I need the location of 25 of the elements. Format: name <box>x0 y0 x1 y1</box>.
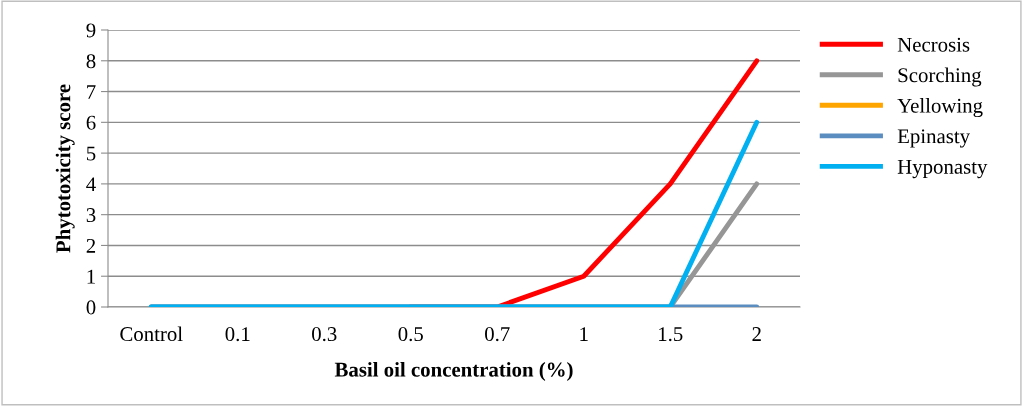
x-tick-label: 1 <box>580 327 588 341</box>
y-axis-title: Phytotoxicity score <box>55 84 75 253</box>
x-axis-title: Basil oil concentration (%) <box>334 362 573 381</box>
x-tick-label: 0.1 <box>225 327 250 342</box>
y-tick-label: 1 <box>87 269 95 284</box>
y-tick-label: 0 <box>86 300 96 315</box>
y-tick-label: 2 <box>86 238 96 253</box>
legend-label: Necrosis <box>897 37 970 52</box>
y-tick-label: 8 <box>86 54 96 69</box>
y-tick-label: 7 <box>87 85 96 99</box>
y-tick-label: 3 <box>86 208 96 223</box>
y-tick-label: 4 <box>86 177 96 192</box>
x-tick-label: 1.5 <box>659 327 683 342</box>
x-tick-label: Control <box>120 326 183 342</box>
x-tick-label: 2 <box>752 327 761 341</box>
y-tick-label: 5 <box>86 146 96 161</box>
legend-label: Scorching <box>898 67 982 87</box>
x-tick-label: 0.3 <box>312 327 337 342</box>
x-tick-label: 0.5 <box>398 327 423 342</box>
legend-label: Epinasty <box>897 129 970 148</box>
x-tick-label: 0.7 <box>485 327 510 342</box>
legend-label: Hyponasty <box>897 160 988 179</box>
legend-label: Yellowing <box>897 98 983 118</box>
y-tick-label: 6 <box>86 115 96 130</box>
y-tick-label: 9 <box>86 23 96 38</box>
